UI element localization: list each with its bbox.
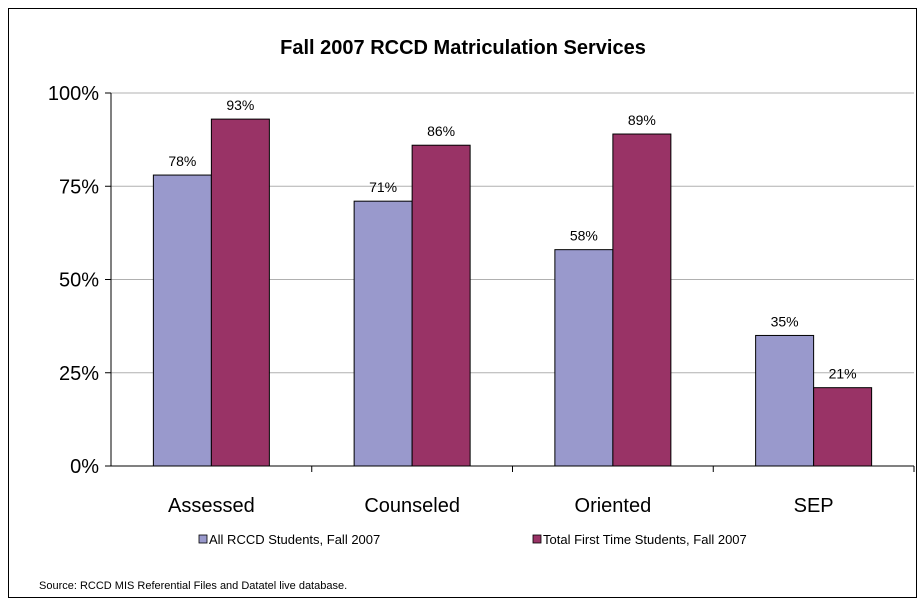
bar-oriented-series-2 [612,133,672,467]
chart-frame: Fall 2007 RCCD Matriculation Services 0%… [8,8,917,598]
source-note: Source: RCCD MIS Referential Files and D… [39,580,347,592]
bar-oriented-series-1 [554,249,614,467]
x-category-label: SEP [794,495,834,517]
bar-assessed-series-2 [210,118,270,467]
data-label: 58% [570,228,598,244]
y-tick-label: 75% [59,176,99,198]
bar-counseled-series-1 [353,200,413,467]
data-label: 86% [427,123,455,139]
bar-sep-series-2 [813,387,873,467]
chart-title: Fall 2007 RCCD Matriculation Services [280,37,646,59]
data-label: 78% [168,153,196,169]
data-label: 35% [771,313,799,329]
data-label: 21% [829,366,857,382]
y-tick-label: 25% [59,363,99,385]
legend: All RCCD Students, Fall 2007 Total First … [198,532,747,547]
data-label: 93% [226,97,254,113]
x-category-label: Assessed [168,495,255,517]
legend-label: All RCCD Students, Fall 2007 [209,532,380,547]
data-label: 89% [628,112,656,128]
legend-swatch [532,534,542,544]
data-label: 71% [369,179,397,195]
y-tick-label: 0% [70,456,99,478]
labels: 0% 25% 50% 75% 100% 78% 93% Assessed 71% 86% Couns… [48,83,857,517]
x-category-label: Counseled [364,495,460,517]
y-tick-label: 100% [48,83,99,105]
x-category-label: Oriented [575,495,652,517]
chart-svg: Fall 2007 RCCD Matriculation Services 0%… [39,37,915,592]
axes [105,92,915,472]
legend-label: Total First Time Students, Fall 2007 [543,532,747,547]
bars [152,118,873,467]
bar-counseled-series-2 [411,144,471,467]
bar-sep-series-1 [755,334,815,467]
bar-assessed-series-1 [152,174,212,467]
y-tick-label: 50% [59,270,99,292]
legend-swatch [198,534,208,544]
